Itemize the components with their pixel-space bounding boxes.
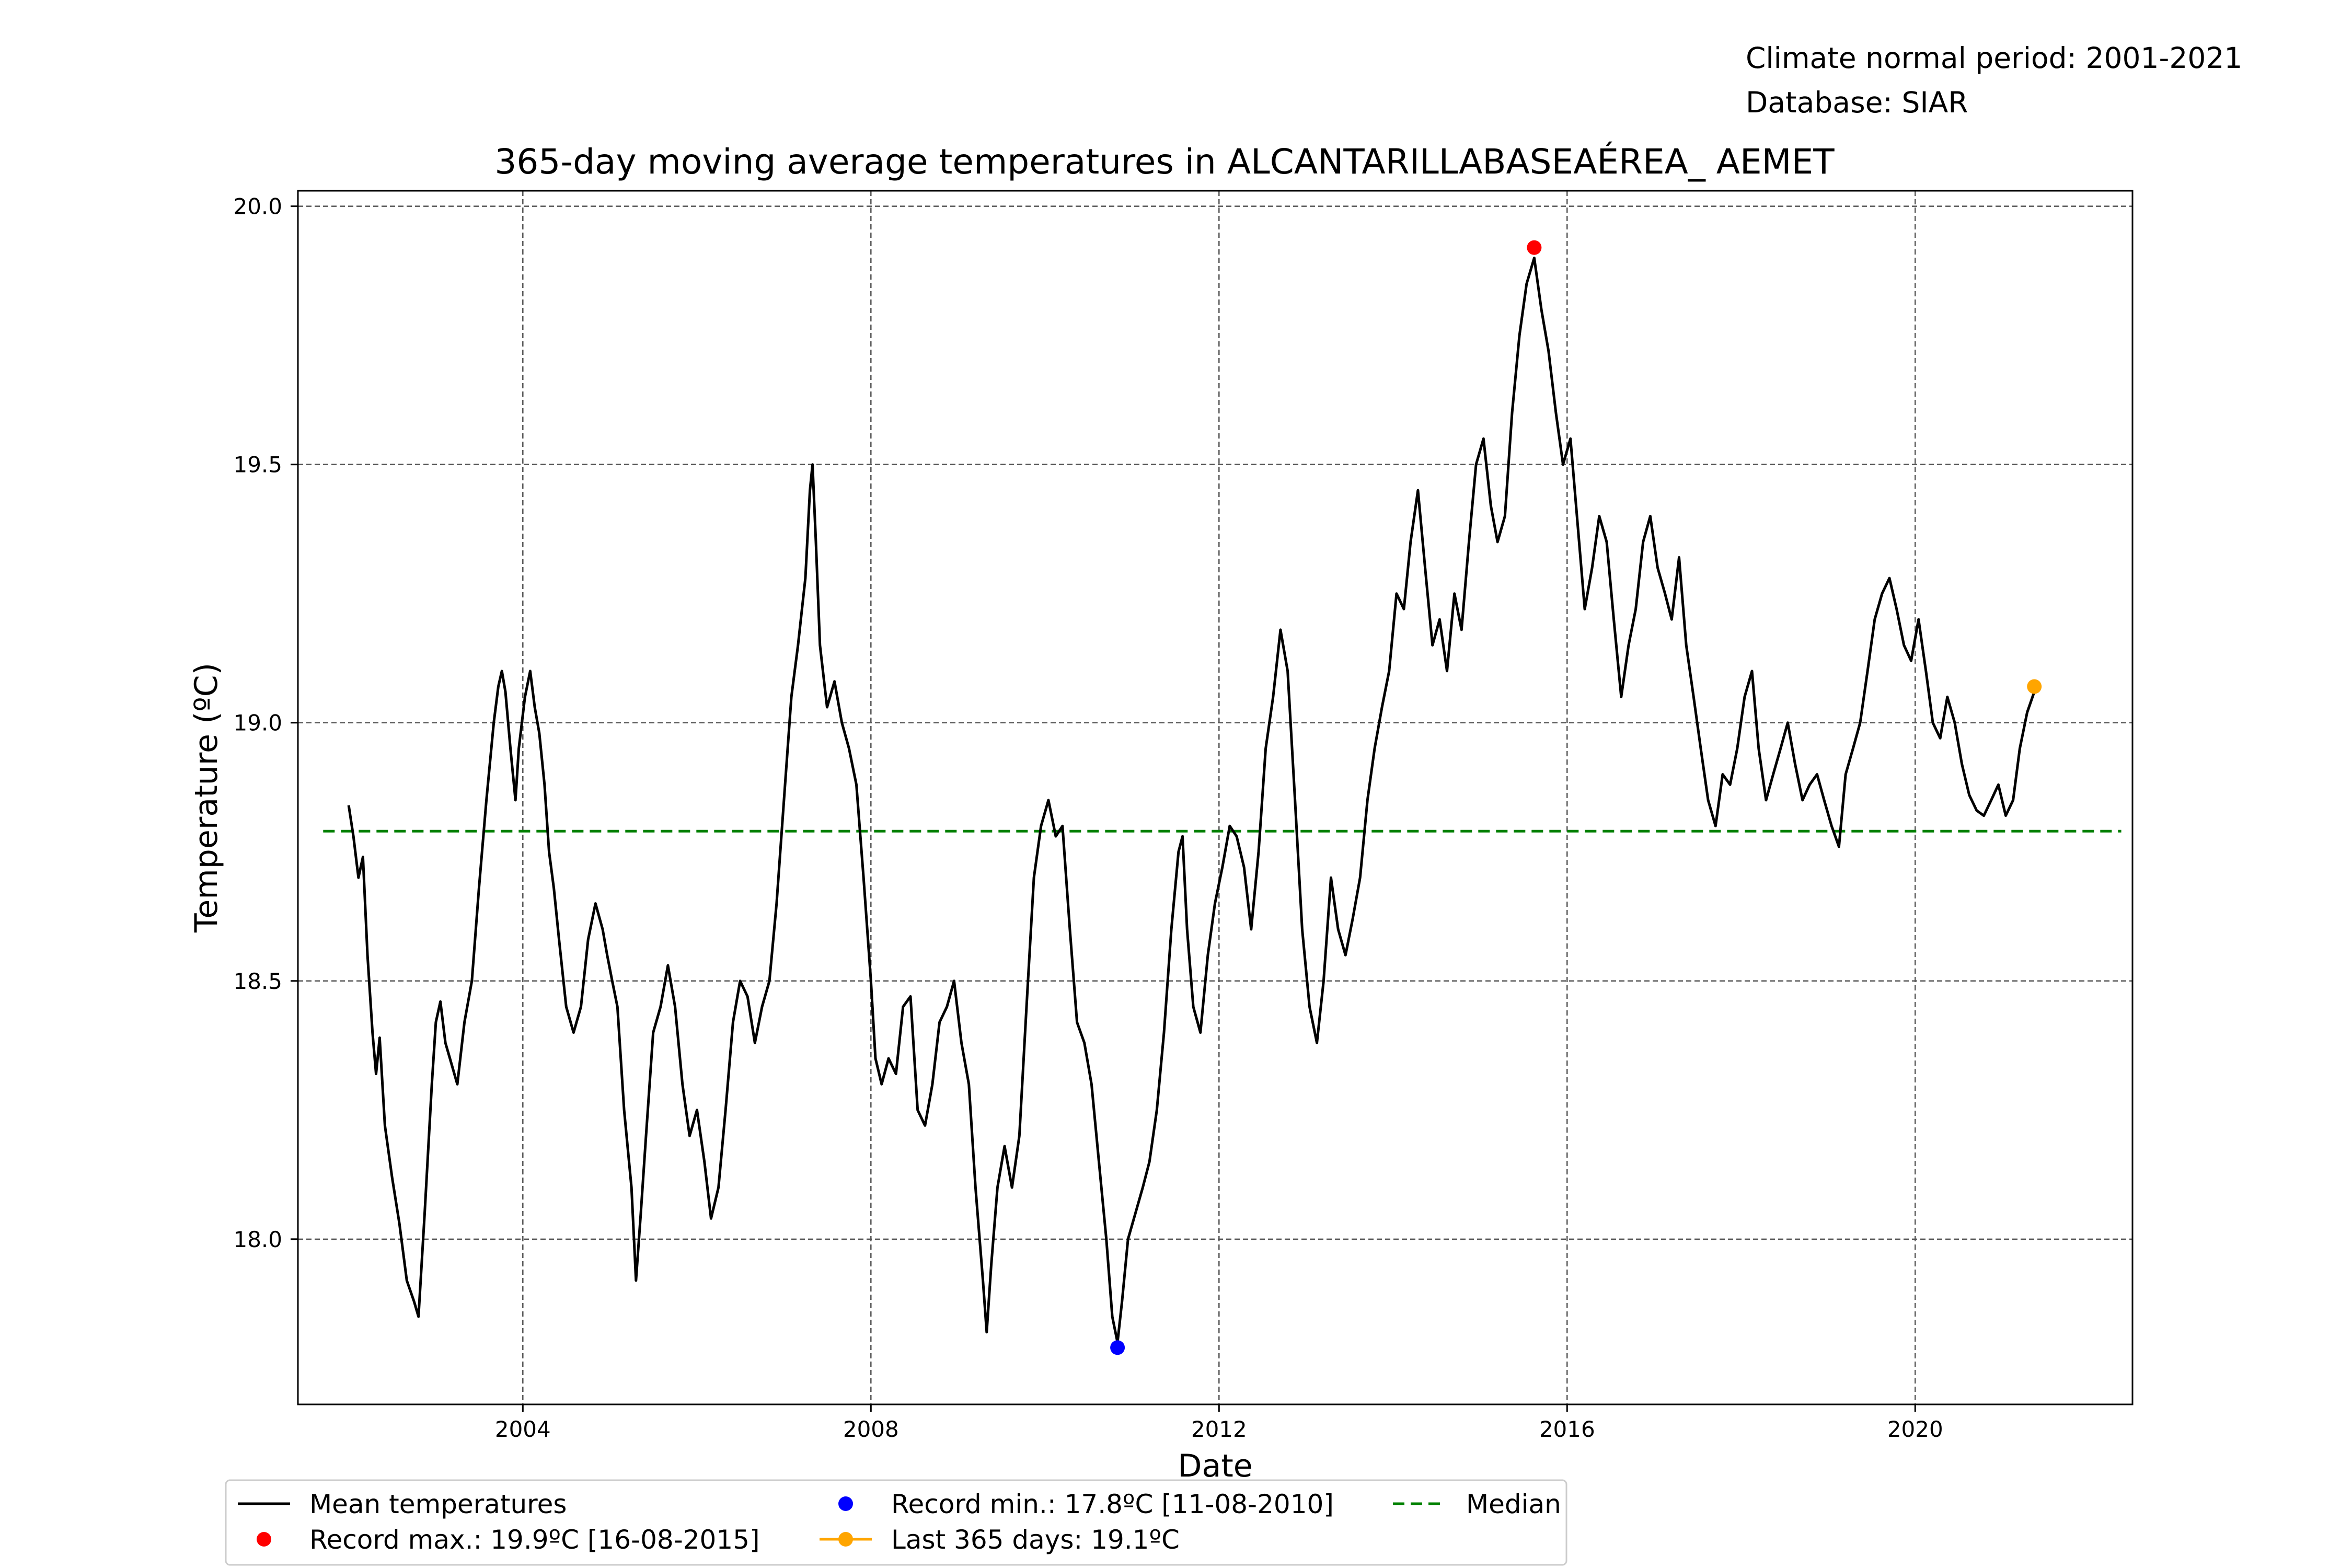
x-tick-label: 2008 xyxy=(843,1416,899,1442)
y-tick-label: 18.0 xyxy=(233,1227,282,1252)
legend-median-label: Median xyxy=(1466,1489,1561,1519)
x-tick-label: 2012 xyxy=(1191,1416,1247,1442)
legend-record-max-label: Record max.: 19.9ºC [16-08-2015] xyxy=(309,1525,760,1555)
grid-lines xyxy=(298,191,2132,1404)
record-min-marker xyxy=(1110,1340,1125,1355)
legend-box xyxy=(225,1479,1567,1566)
x-tick-label: 2004 xyxy=(495,1416,551,1442)
x-axis-label: Date xyxy=(1178,1448,1252,1484)
x-tick-label: 2016 xyxy=(1539,1416,1595,1442)
axis-ticks: 18.0 18.5 19.0 19.5 20.0 2004 2008 2012 2016 2020 xyxy=(233,194,1943,1442)
legend-last-label: Last 365 days: 19.1ºC xyxy=(891,1525,1180,1555)
legend-last-swatch-dot xyxy=(838,1532,853,1547)
plot-frame xyxy=(297,190,2134,1405)
y-tick-label: 18.5 xyxy=(233,969,282,994)
mean-temperature-line xyxy=(347,257,2036,1344)
x-tick-label: 2020 xyxy=(1887,1416,1943,1442)
y-tick-label: 19.5 xyxy=(233,452,282,478)
legend-mean-label: Mean temperatures xyxy=(309,1489,567,1519)
legend-record-max-swatch xyxy=(257,1532,271,1547)
last-365-days-marker xyxy=(2027,679,2042,694)
record-max-marker xyxy=(1527,240,1542,255)
y-tick-label: 20.0 xyxy=(233,194,282,220)
y-tick-label: 19.0 xyxy=(233,710,282,736)
legend-record-min-label: Record min.: 17.8ºC [11-08-2010] xyxy=(891,1489,1334,1519)
y-axis-label: Temperature (ºC) xyxy=(188,663,225,933)
database-text: Database: SIAR xyxy=(1746,86,1968,119)
climate-period-text: Climate normal period: 2001-2021 xyxy=(1746,41,2242,75)
chart-title: 365-day moving average temperatures in A… xyxy=(494,141,1835,182)
legend: Mean temperatures Record max.: 19.9ºC [1… xyxy=(225,1479,1567,1566)
legend-record-min-swatch xyxy=(838,1496,853,1511)
